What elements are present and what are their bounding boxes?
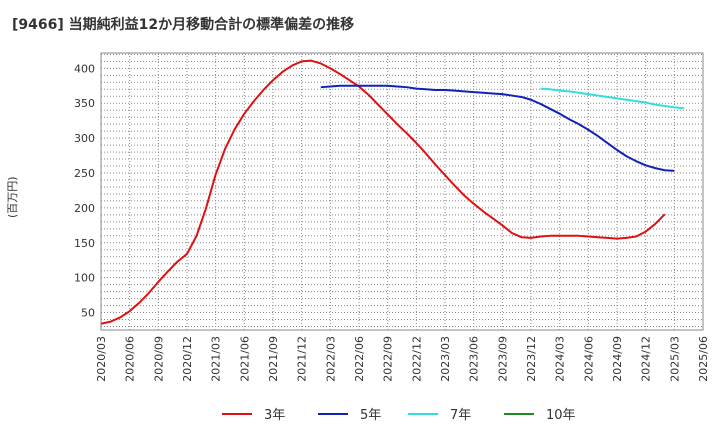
legend-label-2: 5年 (360, 408, 381, 423)
x-tick-label: 2024/09 (611, 336, 624, 382)
axes: 50 100 150 200 250 300 350 400 2020/03 2020/06 202… (74, 62, 710, 381)
x-tick-label: 2020/06 (124, 336, 137, 382)
legend-label-1: 3年 (264, 408, 285, 423)
plot-frame (100, 52, 704, 331)
y-tick-label: 350 (74, 97, 95, 110)
series-lines (100, 59, 684, 325)
x-tick-label: 2024/06 (582, 336, 595, 382)
x-tick-label: 2024/03 (554, 336, 567, 382)
x-tick-label: 2020/03 (95, 336, 108, 382)
x-tick-label: 2020/09 (152, 336, 165, 382)
x-tick-label: 2021/09 (267, 336, 280, 382)
legend-label-3: 7年 (450, 408, 471, 423)
y-tick-label: 400 (74, 62, 95, 75)
x-tick-label: 2025/06 (697, 336, 710, 382)
x-tick-label: 2022/03 (324, 336, 337, 382)
x-tick-label: 2023/06 (468, 336, 481, 382)
x-tick-label: 2023/03 (439, 336, 452, 382)
series-line-3 (540, 87, 684, 110)
x-tick-label: 2022/12 (410, 336, 423, 382)
series-line-2 (320, 84, 675, 172)
y-tick-label: 300 (74, 132, 95, 145)
chart-title: [9466] 当期純利益12か月移動合計の標準偏差の推移 (12, 17, 355, 33)
x-tick-label: 2023/12 (525, 336, 538, 382)
legend: 3年 5年 7年 10年 (222, 408, 576, 423)
x-tick-label: 2021/03 (210, 336, 223, 382)
grid (100, 52, 704, 331)
series-line-1 (100, 59, 666, 325)
y-tick-label: 200 (74, 202, 95, 215)
x-tick-label: 2023/09 (496, 336, 509, 382)
x-tick-label: 2024/12 (640, 336, 653, 382)
legend-label-4: 10年 (546, 408, 576, 423)
x-tick-label: 2021/06 (238, 336, 251, 382)
x-tick-label: 2022/09 (382, 336, 395, 382)
x-tick-label: 2025/03 (668, 336, 681, 382)
x-tick-label: 2022/06 (353, 336, 366, 382)
y-tick-label: 150 (74, 237, 95, 250)
y-tick-label: 100 (74, 272, 95, 285)
y-tick-label: 250 (74, 167, 95, 180)
y-tick-label: 50 (81, 307, 95, 320)
x-tick-label: 2020/12 (181, 336, 194, 382)
x-tick-label: 2021/12 (296, 336, 309, 382)
